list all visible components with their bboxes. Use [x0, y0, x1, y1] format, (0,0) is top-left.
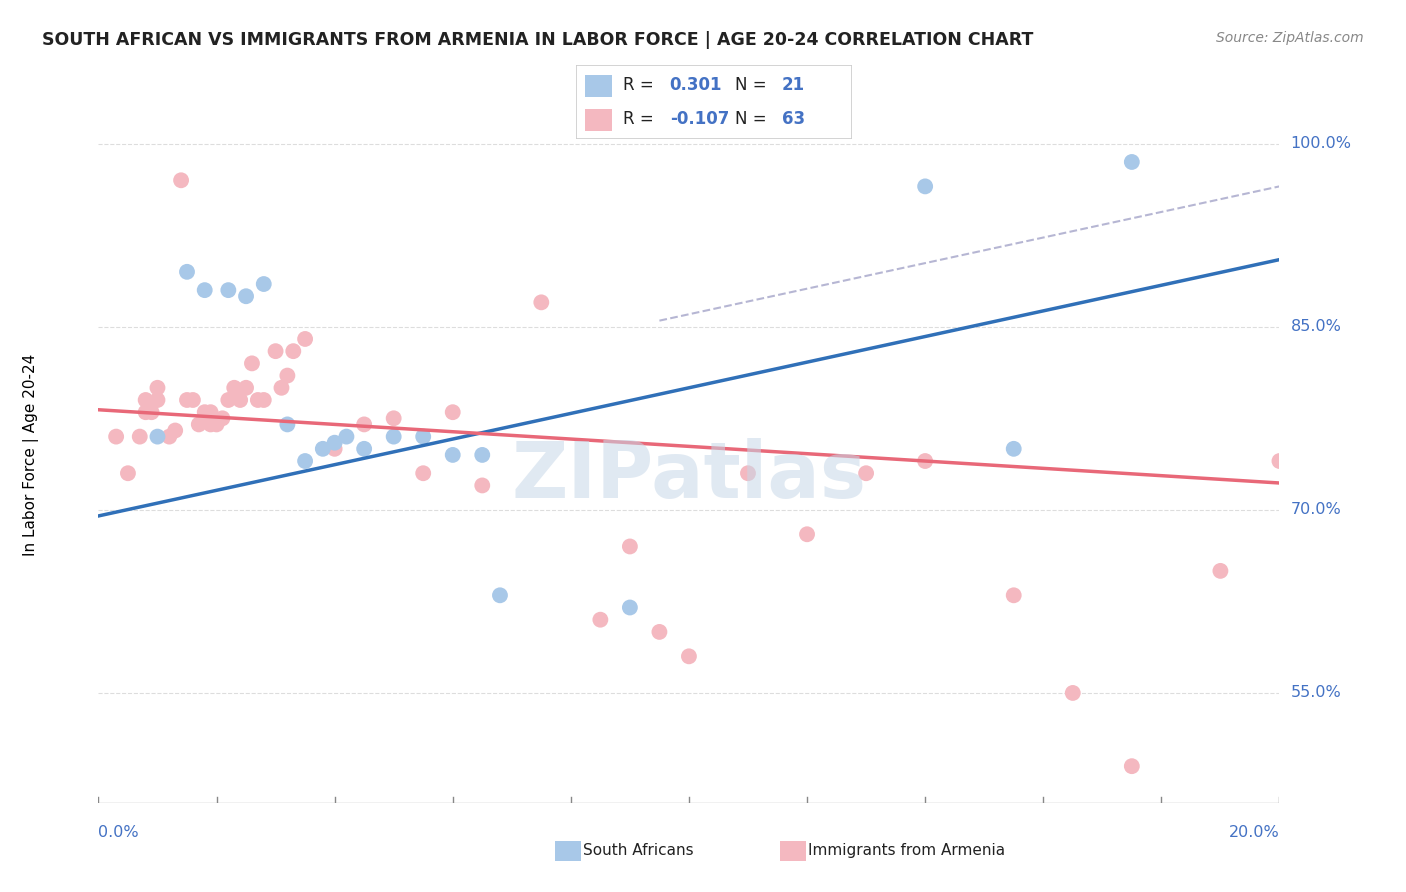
- Point: [235, 381, 257, 395]
- Point: [105, 429, 128, 443]
- Point: [181, 392, 204, 407]
- Point: [194, 405, 217, 419]
- Text: 70.0%: 70.0%: [1291, 502, 1341, 517]
- Point: [205, 417, 228, 432]
- Text: 55.0%: 55.0%: [1291, 685, 1341, 700]
- Text: SOUTH AFRICAN VS IMMIGRANTS FROM ARMENIA IN LABOR FORCE | AGE 20-24 CORRELATION : SOUTH AFRICAN VS IMMIGRANTS FROM ARMENIA…: [42, 31, 1033, 49]
- Point: [176, 265, 198, 279]
- Text: 100.0%: 100.0%: [1291, 136, 1351, 151]
- Point: [146, 381, 169, 395]
- Point: [312, 442, 335, 456]
- Text: Source: ZipAtlas.com: Source: ZipAtlas.com: [1216, 31, 1364, 45]
- Point: [135, 392, 157, 407]
- Text: South Africans: South Africans: [583, 843, 695, 857]
- Bar: [585, 75, 612, 96]
- Point: [323, 435, 346, 450]
- Point: [270, 381, 292, 395]
- Point: [211, 411, 233, 425]
- Point: [283, 344, 305, 359]
- Text: 0.301: 0.301: [669, 76, 723, 94]
- Point: [1121, 759, 1143, 773]
- Point: [382, 429, 405, 443]
- Point: [1002, 442, 1025, 456]
- Point: [246, 392, 269, 407]
- Text: N =: N =: [735, 76, 772, 94]
- Point: [855, 467, 877, 481]
- Point: [253, 277, 276, 291]
- Point: [146, 392, 169, 407]
- Point: [264, 344, 287, 359]
- Point: [253, 392, 276, 407]
- Point: [294, 454, 316, 468]
- Point: [146, 429, 169, 443]
- Point: [135, 405, 157, 419]
- Text: 0.0%: 0.0%: [98, 825, 139, 840]
- Text: 21: 21: [782, 76, 806, 94]
- Point: [1268, 454, 1291, 468]
- Point: [441, 405, 464, 419]
- Point: [412, 467, 434, 481]
- Text: N =: N =: [735, 110, 772, 128]
- Text: 20.0%: 20.0%: [1229, 825, 1279, 840]
- Point: [914, 454, 936, 468]
- Point: [157, 429, 180, 443]
- Bar: [585, 109, 612, 131]
- Point: [128, 429, 150, 443]
- Point: [240, 356, 263, 370]
- Point: [235, 289, 257, 303]
- Text: -0.107: -0.107: [669, 110, 730, 128]
- Point: [619, 600, 641, 615]
- Point: [353, 417, 375, 432]
- Text: 85.0%: 85.0%: [1291, 319, 1341, 334]
- Point: [412, 429, 434, 443]
- Point: [141, 405, 163, 419]
- Text: ZIPatlas: ZIPatlas: [512, 438, 866, 514]
- Point: [224, 381, 246, 395]
- Point: [217, 283, 239, 297]
- Point: [796, 527, 818, 541]
- Text: R =: R =: [623, 110, 659, 128]
- Point: [382, 411, 405, 425]
- Point: [194, 283, 217, 297]
- Point: [200, 405, 222, 419]
- Point: [323, 442, 346, 456]
- Point: [441, 448, 464, 462]
- Point: [187, 417, 209, 432]
- Point: [117, 467, 139, 481]
- Point: [217, 392, 239, 407]
- Point: [276, 417, 298, 432]
- Point: [335, 429, 357, 443]
- Point: [489, 588, 512, 602]
- Point: [200, 417, 222, 432]
- Text: R =: R =: [623, 76, 659, 94]
- Point: [648, 624, 671, 639]
- Point: [471, 448, 494, 462]
- Point: [229, 392, 252, 407]
- Point: [530, 295, 553, 310]
- Point: [1209, 564, 1232, 578]
- Point: [1002, 588, 1025, 602]
- Point: [737, 467, 759, 481]
- Text: 63: 63: [782, 110, 806, 128]
- Point: [914, 179, 936, 194]
- Point: [589, 613, 612, 627]
- Point: [170, 173, 193, 187]
- Point: [1062, 686, 1084, 700]
- Text: Immigrants from Armenia: Immigrants from Armenia: [808, 843, 1005, 857]
- Text: In Labor Force | Age 20-24: In Labor Force | Age 20-24: [22, 354, 39, 556]
- Point: [165, 424, 187, 438]
- Point: [353, 442, 375, 456]
- Point: [176, 392, 198, 407]
- Point: [1121, 155, 1143, 169]
- Point: [294, 332, 316, 346]
- Point: [276, 368, 298, 383]
- Point: [678, 649, 700, 664]
- Point: [471, 478, 494, 492]
- Point: [619, 540, 641, 554]
